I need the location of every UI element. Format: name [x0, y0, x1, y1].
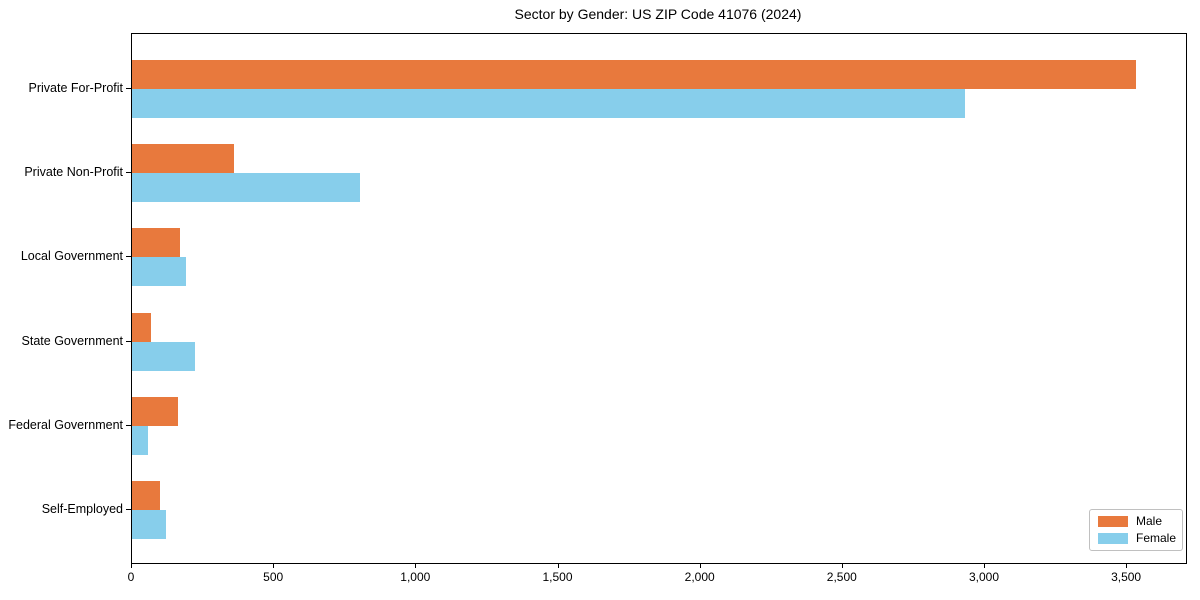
x-axis-tick: [557, 563, 559, 568]
x-axis-tick-label: 500: [263, 570, 284, 584]
x-axis-tick-label: 1,000: [400, 570, 431, 584]
category-label-federal-government: Federal Government: [8, 417, 123, 432]
category-label-state-government: State Government: [21, 333, 123, 348]
bar-female-federal-government: [132, 425, 148, 455]
legend-swatch-female-icon: [1098, 533, 1128, 544]
category-label-private-non-profit: Private Non-Profit: [24, 165, 123, 180]
bar-male-self-employed: [132, 481, 161, 510]
y-axis-tick: [126, 340, 131, 342]
legend-label-female: Female: [1136, 531, 1177, 545]
x-axis-tick-label: 3,000: [968, 570, 1000, 584]
legend-item-female: Female: [1098, 531, 1177, 545]
category-label-self-employed: Self-Employed: [41, 502, 123, 516]
x-axis-tick: [841, 563, 843, 568]
y-axis-tick: [126, 88, 131, 89]
x-axis-tick: [984, 563, 985, 568]
x-axis-tick-label: 0: [127, 570, 135, 584]
bar-female-state-government: [132, 341, 195, 371]
x-axis-tick-label: 2,000: [684, 570, 715, 584]
bar-female-local-government: [132, 257, 186, 287]
x-axis-tick: [699, 563, 701, 568]
y-axis-tick: [126, 172, 131, 174]
x-axis-tick-label: 3,500: [1111, 570, 1142, 584]
y-axis-tick: [126, 424, 131, 426]
x-axis-tick: [131, 563, 132, 568]
legend: Male Female: [1089, 509, 1183, 551]
legend-label-male: Male: [1136, 514, 1163, 528]
x-axis-tick-label: 2,500: [826, 570, 857, 584]
category-label-private-for-profit: Private For-Profit: [28, 81, 123, 95]
bar-male-private-non-profit: [132, 144, 235, 174]
legend-swatch-male-icon: [1098, 516, 1128, 527]
category-label-local-government: Local Government: [20, 249, 123, 264]
bar-male-local-government: [132, 228, 181, 258]
y-axis-tick: [126, 509, 131, 510]
bar-male-state-government: [132, 312, 151, 342]
y-axis-tick: [126, 256, 131, 258]
x-axis-tick: [1126, 563, 1128, 568]
bar-female-self-employed: [132, 510, 167, 539]
bar-male-federal-government: [132, 396, 178, 426]
bar-male-private-for-profit: [132, 60, 1136, 89]
chart-title: Sector by Gender: US ZIP Code 41076 (202…: [514, 6, 802, 22]
plot-area: [131, 33, 1187, 564]
legend-item-male: Male: [1098, 515, 1174, 528]
x-axis-tick: [273, 563, 275, 568]
bar-female-private-non-profit: [132, 173, 360, 203]
bar-female-private-for-profit: [132, 89, 966, 118]
x-axis-tick: [415, 563, 417, 568]
x-axis-tick-label: 1,500: [542, 570, 573, 584]
